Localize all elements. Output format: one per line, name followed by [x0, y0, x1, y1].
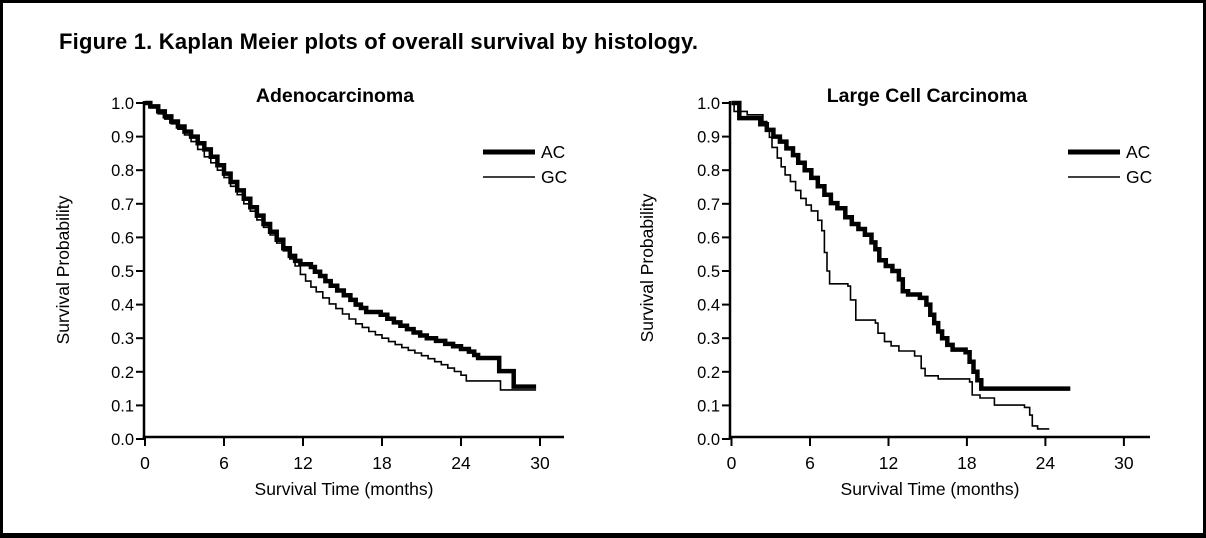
- y-tick-label: 0.1: [697, 397, 720, 415]
- legend-label-ac: AC: [541, 142, 565, 162]
- y-axis-title: Survival Probability: [53, 195, 73, 344]
- km-plots-canvas: 0.0 0.1 0.2 0.3 0.4 0.5 0.6 0.7 0.8 0.9 1.0 0 6 12 18 2…: [53, 85, 1152, 499]
- legend-label-gc: GC: [1126, 167, 1152, 187]
- plot-title-adenocarcinoma: Adenocarcinoma: [256, 85, 414, 107]
- y-tick-label: 0.4: [697, 297, 720, 315]
- y-tick-label: 0.7: [697, 196, 720, 214]
- x-tick-label: 0: [140, 453, 150, 473]
- y-tick-label: 0.8: [697, 162, 720, 180]
- y-tick-label: 0.6: [697, 229, 720, 247]
- y-tick-label: 0.3: [111, 330, 134, 348]
- y-tick-label: 0.5: [697, 263, 720, 281]
- y-tick-label: 0.7: [111, 196, 134, 214]
- plot-large-cell-carcinoma: 0.0 0.1 0.2 0.3 0.4 0.5 0.6 0.7 0.8 0.9 1.0 0 6 12 18 2…: [637, 85, 1152, 499]
- x-tick-label: 6: [805, 453, 815, 473]
- y-tick-label: 0.3: [697, 330, 720, 348]
- legend-label-gc: GC: [541, 167, 567, 187]
- y-tick-label: 0.1: [111, 397, 134, 415]
- x-tick-label: 18: [372, 453, 391, 473]
- y-tick-label: 0.5: [111, 263, 134, 281]
- y-tick-label: 0.4: [111, 297, 134, 315]
- x-tick-label: 30: [1114, 453, 1134, 473]
- curve-ac: [731, 100, 1071, 391]
- x-tick-label: 0: [727, 453, 737, 473]
- x-tick-label: 24: [1036, 453, 1056, 473]
- y-tick-label: 0.2: [111, 364, 134, 382]
- x-tick-label: 12: [879, 453, 898, 473]
- figure-title: Figure 1. Kaplan Meier plots of overall …: [59, 29, 699, 54]
- x-tick-label: 30: [530, 453, 550, 473]
- plot-title-large-cell-carcinoma: Large Cell Carcinoma: [827, 85, 1028, 107]
- x-axis-title: Survival Time (months): [841, 479, 1020, 499]
- x-axis-title: Survival Time (months): [255, 479, 434, 499]
- y-tick-label: 0.9: [111, 129, 134, 147]
- y-tick-label: 0.8: [111, 162, 134, 180]
- y-tick-label: 1.0: [697, 95, 720, 113]
- plot-adenocarcinoma: 0.0 0.1 0.2 0.3 0.4 0.5 0.6 0.7 0.8 0.9 1.0 0 6 12 18 2…: [53, 85, 567, 499]
- curve-gc: [145, 102, 537, 391]
- y-tick-label: 0.0: [111, 431, 134, 449]
- legend-label-ac: AC: [1126, 142, 1150, 162]
- y-tick-label: 0.9: [697, 129, 720, 147]
- x-tick-label: 12: [293, 453, 312, 473]
- x-tick-label: 18: [957, 453, 976, 473]
- y-axis-title: Survival Probability: [637, 193, 657, 342]
- y-tick-label: 0.2: [697, 364, 720, 382]
- x-tick-label: 6: [219, 453, 229, 473]
- y-tick-label: 0.6: [111, 229, 134, 247]
- y-tick-label: 1.0: [111, 95, 134, 113]
- curve-ac: [145, 100, 537, 389]
- curve-gc: [731, 102, 1050, 430]
- y-tick-label: 0.0: [697, 431, 720, 449]
- x-tick-label: 24: [451, 453, 471, 473]
